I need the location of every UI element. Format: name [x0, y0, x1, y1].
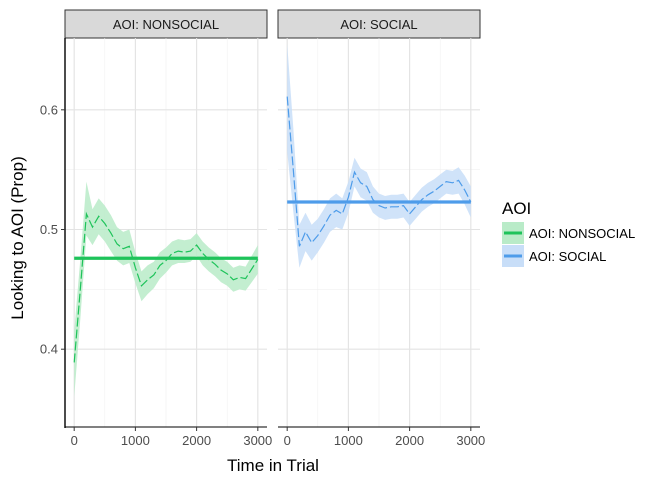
- x-tick-label: 2000: [395, 433, 424, 448]
- x-tick-label: 1000: [334, 433, 363, 448]
- x-tick-label: 3000: [243, 433, 272, 448]
- y-axis-ticks: 0.4 0.5 0.6: [40, 102, 65, 357]
- series-line: [73, 211, 259, 363]
- legend: AOI AOI: NONSOCIAL AOI: SOCIAL: [502, 199, 635, 267]
- panel-strip-label: AOI: NONSOCIAL: [113, 17, 219, 32]
- legend-item: AOI: SOCIAL: [502, 245, 606, 267]
- x-tick-label: 1000: [121, 433, 150, 448]
- x-axis-title: Time in Trial: [227, 456, 319, 475]
- series-line: [286, 96, 472, 247]
- panel-strip-label: AOI: SOCIAL: [340, 17, 417, 32]
- panels: AOI: NONSOCIAL 0 1000 2000 3000 AOI: SOCIAL 0 1…: [64, 9, 485, 448]
- panel-2: AOI: SOCIAL 0 1000 2000 3000: [277, 9, 485, 448]
- confidence-ribbon: [287, 44, 471, 268]
- legend-label: AOI: SOCIAL: [529, 249, 606, 264]
- y-tick-label: 0.6: [40, 102, 58, 117]
- legend-label: AOI: NONSOCIAL: [529, 226, 635, 241]
- confidence-ribbon: [74, 181, 258, 398]
- y-tick-label: 0.4: [40, 342, 58, 357]
- x-tick-label: 2000: [182, 433, 211, 448]
- legend-title: AOI: [502, 199, 531, 218]
- x-tick-label: 0: [284, 433, 291, 448]
- x-tick-label: 0: [71, 433, 78, 448]
- legend-item: AOI: NONSOCIAL: [502, 222, 635, 244]
- y-tick-label: 0.5: [40, 222, 58, 237]
- x-tick-label: 3000: [456, 433, 485, 448]
- y-axis-title: Looking to AOI (Prop): [8, 156, 27, 319]
- panel-1: AOI: NONSOCIAL 0 1000 2000 3000: [64, 9, 272, 448]
- panel-strip: [64, 9, 268, 39]
